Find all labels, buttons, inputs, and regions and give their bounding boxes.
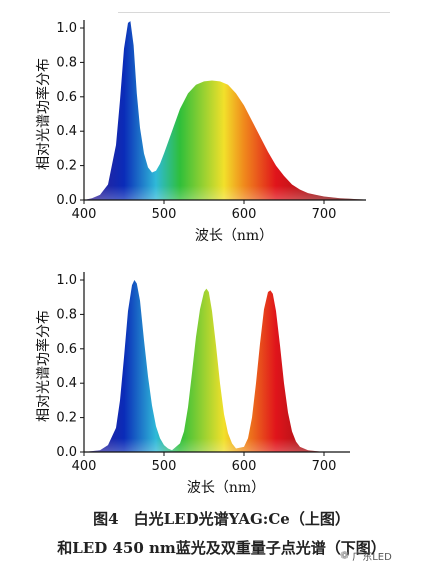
- figure-caption-line-2: 和LED 450 nm蓝光及双重量子点光谱（下图）: [57, 539, 386, 557]
- y-tick-label: 1.0: [56, 21, 77, 36]
- x-tick-label: 600: [232, 207, 257, 222]
- y-tick-label: 0.6: [56, 342, 77, 357]
- x-axis-title: 波长（nm）: [187, 480, 265, 496]
- wechat-logo-icon: ❁: [340, 549, 350, 562]
- spectrum-fade: [84, 280, 348, 452]
- y-tick-label: 0.4: [56, 124, 77, 139]
- y-tick-label: 0.2: [56, 411, 77, 426]
- watermark: ❁ 广东LED: [340, 548, 392, 563]
- y-tick-label: 1.0: [56, 273, 77, 288]
- y-axis-title: 相对光谱功率分布: [35, 310, 52, 422]
- y-tick-label: 0.6: [56, 90, 77, 105]
- x-tick-label: 700: [312, 207, 337, 222]
- y-tick-label: 0.8: [56, 55, 77, 70]
- y-axis-title: 相对光谱功率分布: [35, 58, 52, 170]
- figure-caption-line-1: 图4 白光LED光谱YAG:Ce（上图）: [93, 510, 350, 528]
- chart-top-white-led-spectrum: 0.0 0.2 0.4 0.6 0.8 1.0 400 500 600 700 波长（nm） 相对光谱…: [35, 20, 366, 244]
- y-tick-label: 0.4: [56, 376, 77, 391]
- x-tick-label: 600: [232, 459, 257, 474]
- y-tick-label: 0.0: [56, 193, 77, 208]
- chart-bottom-qd-spectrum: 0.0 0.2 0.4 0.6 0.8 1.0 400 500 600 700 波长（nm） 相对光谱…: [35, 272, 350, 496]
- x-tick-label: 700: [312, 459, 337, 474]
- top-divider: [118, 12, 390, 13]
- x-axis-title: 波长（nm）: [195, 228, 273, 244]
- spectrum-fade: [84, 21, 364, 201]
- y-tick-label: 0.2: [56, 159, 77, 174]
- x-tick-label: 400: [72, 207, 97, 222]
- x-tick-label: 400: [72, 459, 97, 474]
- y-tick-label: 0.8: [56, 307, 77, 322]
- x-tick-label: 500: [152, 207, 177, 222]
- watermark-text: 广东LED: [352, 552, 392, 563]
- y-tick-label: 0.0: [56, 445, 77, 460]
- x-tick-label: 500: [152, 459, 177, 474]
